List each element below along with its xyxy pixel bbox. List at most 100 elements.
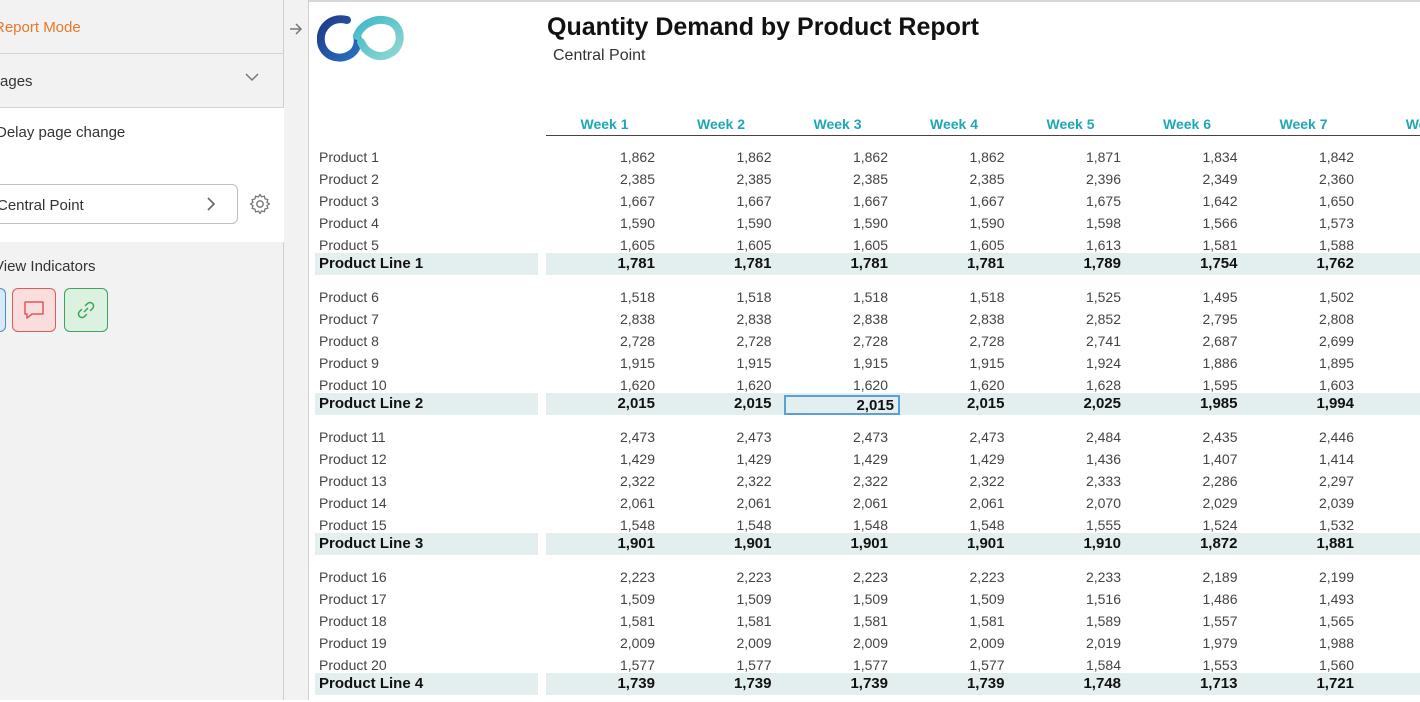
value-cell[interactable]: 1,713 <box>1158 675 1238 692</box>
value-cell[interactable]: 2,029 <box>1158 495 1238 511</box>
value-cell[interactable]: 2,286 <box>1158 473 1238 489</box>
value-cell[interactable]: 1,590 <box>692 215 772 231</box>
value-cell[interactable]: 2,473 <box>925 429 1005 445</box>
value-cell[interactable]: 1,581 <box>925 613 1005 629</box>
value-cell[interactable]: 1,560 <box>1274 657 1354 673</box>
value-cell[interactable]: 2,838 <box>808 311 888 327</box>
value-cell[interactable]: 2,233 <box>1041 569 1121 585</box>
product-name[interactable]: Product 1 <box>319 149 379 165</box>
value-cell[interactable]: 2,473 <box>808 429 888 445</box>
value-cell[interactable]: 1,915 <box>925 355 1005 371</box>
value-cell[interactable]: 1,781 <box>575 255 655 272</box>
value-cell[interactable]: 1,548 <box>692 517 772 533</box>
value-cell[interactable]: 2,728 <box>925 333 1005 349</box>
value-cell[interactable]: 1,979 <box>1158 635 1238 651</box>
product-line-name[interactable]: Product Line 3 <box>319 535 423 552</box>
value-cell[interactable]: 1,495 <box>1158 289 1238 305</box>
value-cell[interactable]: 1,581 <box>575 613 655 629</box>
value-cell[interactable]: 1,721 <box>1274 675 1354 692</box>
value-cell[interactable]: 1,620 <box>925 377 1005 393</box>
value-cell[interactable]: 1,781 <box>808 255 888 272</box>
value-cell[interactable]: 1,605 <box>808 237 888 253</box>
product-name[interactable]: Product 17 <box>319 591 387 607</box>
value-cell[interactable]: 2,360 <box>1274 171 1354 187</box>
value-cell[interactable]: 2,199 <box>1274 569 1354 585</box>
value-cell[interactable]: 2,297 <box>1274 473 1354 489</box>
value-cell[interactable]: 2,838 <box>925 311 1005 327</box>
product-name[interactable]: Product 20 <box>319 657 387 673</box>
value-cell[interactable]: 1,581 <box>808 613 888 629</box>
value-cell[interactable]: 2,808 <box>1274 311 1354 327</box>
value-cell[interactable]: 1,584 <box>1041 657 1121 673</box>
product-name[interactable]: Product 6 <box>319 289 379 305</box>
value-cell[interactable]: 1,895 <box>1274 355 1354 371</box>
value-cell[interactable]: 1,509 <box>575 591 655 607</box>
value-cell[interactable]: 2,223 <box>575 569 655 585</box>
value-cell[interactable]: 2,015 <box>692 395 772 412</box>
value-cell[interactable]: 1,565 <box>1274 613 1354 629</box>
value-cell[interactable]: 2,015 <box>575 395 655 412</box>
value-cell[interactable]: 1,509 <box>925 591 1005 607</box>
value-cell[interactable]: 2,687 <box>1158 333 1238 349</box>
product-name[interactable]: Product 16 <box>319 569 387 585</box>
value-cell[interactable]: 2,223 <box>925 569 1005 585</box>
value-cell[interactable]: 1,548 <box>808 517 888 533</box>
value-cell[interactable]: 1,407 <box>1158 451 1238 467</box>
value-cell[interactable]: 2,385 <box>925 171 1005 187</box>
value-cell[interactable]: 1,518 <box>808 289 888 305</box>
value-cell[interactable]: 1,581 <box>692 613 772 629</box>
value-cell[interactable]: 1,642 <box>1158 193 1238 209</box>
value-cell[interactable]: 2,349 <box>1158 171 1238 187</box>
chevron-down-icon[interactable] <box>243 68 261 86</box>
value-cell[interactable]: 1,628 <box>1041 377 1121 393</box>
value-cell[interactable]: 2,795 <box>1158 311 1238 327</box>
value-cell[interactable]: 2,019 <box>1041 635 1121 651</box>
value-cell[interactable]: 2,385 <box>692 171 772 187</box>
value-cell[interactable]: 2,009 <box>808 635 888 651</box>
value-cell[interactable]: 1,555 <box>1041 517 1121 533</box>
value-cell[interactable]: 1,620 <box>808 377 888 393</box>
value-cell[interactable]: 2,728 <box>692 333 772 349</box>
product-name[interactable]: Product 7 <box>319 311 379 327</box>
value-cell[interactable]: 1,577 <box>925 657 1005 673</box>
value-cell[interactable]: 1,502 <box>1274 289 1354 305</box>
value-cell[interactable]: 1,862 <box>575 149 655 165</box>
value-cell[interactable]: 1,667 <box>692 193 772 209</box>
value-cell[interactable]: 1,613 <box>1041 237 1121 253</box>
value-cell[interactable]: 1,886 <box>1158 355 1238 371</box>
value-cell[interactable]: 1,667 <box>925 193 1005 209</box>
value-cell[interactable]: 2,009 <box>692 635 772 651</box>
value-cell[interactable]: 1,915 <box>808 355 888 371</box>
value-cell[interactable]: 1,915 <box>692 355 772 371</box>
value-cell[interactable]: 2,473 <box>692 429 772 445</box>
value-cell[interactable]: 2,852 <box>1041 311 1121 327</box>
product-name[interactable]: Product 4 <box>319 215 379 231</box>
value-cell[interactable]: 1,493 <box>1274 591 1354 607</box>
value-cell[interactable]: 1,436 <box>1041 451 1121 467</box>
value-cell[interactable]: 1,924 <box>1041 355 1121 371</box>
value-cell[interactable]: 1,548 <box>575 517 655 533</box>
value-cell[interactable]: 1,524 <box>1158 517 1238 533</box>
value-cell[interactable]: 1,588 <box>1274 237 1354 253</box>
value-cell[interactable]: 2,322 <box>575 473 655 489</box>
value-cell[interactable]: 1,590 <box>925 215 1005 231</box>
value-cell[interactable]: 2,446 <box>1274 429 1354 445</box>
value-cell[interactable]: 1,414 <box>1274 451 1354 467</box>
product-name[interactable]: Product 13 <box>319 473 387 489</box>
value-cell[interactable]: 1,675 <box>1041 193 1121 209</box>
value-cell[interactable]: 1,532 <box>1274 517 1354 533</box>
value-cell[interactable]: 2,728 <box>575 333 655 349</box>
value-cell[interactable]: 2,025 <box>1041 395 1121 412</box>
value-cell[interactable]: 1,985 <box>1158 395 1238 412</box>
report-mode-label[interactable]: Report Mode <box>0 19 81 36</box>
value-cell[interactable]: 2,484 <box>1041 429 1121 445</box>
value-cell[interactable]: 1,881 <box>1274 535 1354 552</box>
product-name[interactable]: Product 2 <box>319 171 379 187</box>
value-cell[interactable]: 1,915 <box>575 355 655 371</box>
value-cell[interactable]: 1,650 <box>1274 193 1354 209</box>
arrow-right-icon[interactable] <box>288 21 304 37</box>
value-cell[interactable]: 2,396 <box>1041 171 1121 187</box>
value-cell[interactable]: 1,429 <box>692 451 772 467</box>
value-cell[interactable]: 1,548 <box>925 517 1005 533</box>
value-cell[interactable]: 1,739 <box>925 675 1005 692</box>
